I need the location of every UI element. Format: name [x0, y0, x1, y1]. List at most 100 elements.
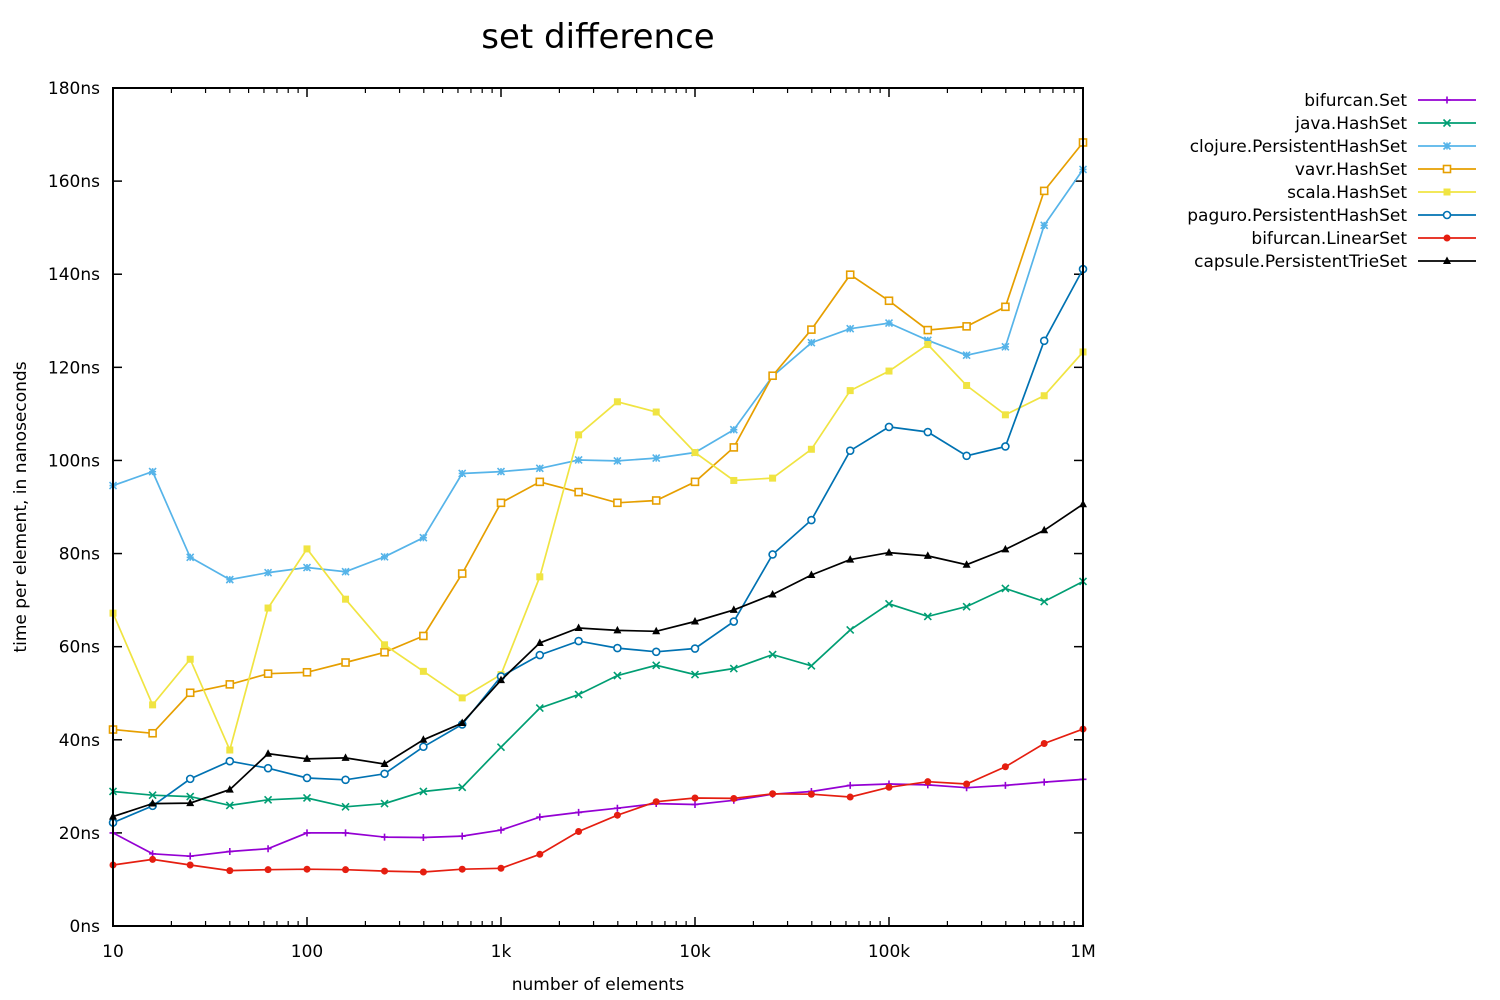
data-point — [1001, 781, 1009, 789]
data-point — [536, 850, 544, 858]
data-point — [185, 688, 195, 698]
data-point — [1039, 186, 1049, 196]
series-clojure-persistenthashset — [108, 165, 1088, 584]
data-point — [341, 658, 350, 667]
legend: bifurcan.Set java.HashSet clojure.Persiste… — [1187, 91, 1476, 272]
series-line-capsule-persistenttrieset — [112, 503, 1084, 818]
data-point — [846, 324, 855, 333]
y-tick-label: 40ns — [59, 731, 100, 751]
data-point — [690, 477, 700, 487]
legend-label: paguro.PersistentHashSet — [1187, 206, 1407, 226]
data-point — [535, 704, 544, 713]
data-point — [302, 773, 312, 783]
data-point — [380, 647, 389, 657]
data-point — [1001, 442, 1010, 451]
data-point — [807, 661, 816, 670]
data-point — [574, 690, 583, 699]
data-point — [263, 763, 273, 773]
data-point — [303, 545, 311, 553]
data-point — [729, 605, 738, 613]
data-point — [1001, 302, 1010, 312]
data-point — [341, 802, 350, 811]
x-tick-label: 10 — [102, 942, 124, 962]
series-paguro-persistenthashset — [108, 264, 1088, 827]
data-point — [380, 799, 389, 808]
legend-item-bifurcan-linearset: bifurcan.LinearSet — [1251, 229, 1476, 249]
x-tick-label: 10k — [679, 942, 711, 962]
series-bifurcan-linearset — [109, 725, 1087, 876]
x-tick-label: 100k — [868, 942, 910, 962]
legend-swatch-marker — [1443, 188, 1451, 196]
data-point — [419, 533, 428, 542]
data-point — [768, 371, 777, 381]
legend-swatch-marker — [1442, 141, 1452, 151]
data-point — [690, 670, 700, 679]
y-tick-label: 120ns — [48, 358, 100, 378]
data-point — [226, 867, 234, 875]
data-point — [458, 865, 466, 873]
data-point — [303, 865, 311, 873]
data-point — [419, 868, 427, 876]
data-point — [381, 867, 389, 875]
data-point — [962, 602, 971, 611]
data-point — [923, 427, 933, 437]
data-point — [458, 718, 467, 727]
data-point — [1040, 740, 1048, 748]
data-point — [419, 735, 428, 743]
y-tick-label: 60ns — [59, 638, 100, 658]
data-point — [341, 567, 350, 576]
data-point — [342, 829, 350, 837]
data-point — [497, 826, 505, 834]
data-point — [1039, 336, 1049, 346]
legend-swatch-marker — [1442, 210, 1452, 220]
data-point — [225, 801, 234, 810]
data-point — [186, 852, 194, 860]
data-point — [148, 799, 157, 807]
data-point — [613, 625, 622, 634]
data-point — [729, 425, 738, 434]
series-capsule-persistenttrieset — [109, 499, 1087, 820]
data-point — [1001, 342, 1010, 351]
series-line-bifurcan-set — [112, 778, 1084, 858]
legend-item-java-hashset: java.HashSet — [1294, 114, 1476, 134]
data-point — [885, 367, 893, 375]
data-point — [807, 338, 816, 347]
legend-item-paguro-persistenthashset: paguro.PersistentHashSet — [1187, 206, 1476, 226]
data-point — [807, 570, 816, 578]
data-point — [652, 798, 660, 806]
data-point — [730, 794, 738, 802]
data-point — [652, 408, 660, 416]
data-point — [1001, 411, 1009, 419]
plot-frame — [112, 87, 1084, 927]
y-tick-label: 160ns — [48, 172, 100, 192]
data-point — [729, 443, 739, 452]
data-point — [264, 795, 273, 804]
data-point — [1040, 778, 1048, 786]
legend-item-capsule-persistenttrieset: capsule.PersistentTrieSet — [1194, 252, 1476, 272]
data-point — [303, 754, 311, 762]
data-point — [575, 431, 583, 439]
data-point — [690, 644, 700, 653]
data-point — [846, 625, 855, 634]
y-tick-label: 140ns — [48, 265, 100, 285]
data-point — [226, 848, 234, 856]
x-axis-label: number of elements — [512, 975, 685, 995]
data-point — [613, 804, 621, 812]
data-point — [148, 791, 157, 800]
data-point — [497, 864, 505, 872]
data-point — [962, 560, 971, 568]
data-point — [575, 827, 583, 835]
legend-label: scala.HashSet — [1287, 183, 1407, 203]
data-point — [458, 783, 467, 792]
data-point — [303, 829, 311, 837]
y-axis-label: time per element, in nanoseconds — [11, 361, 31, 652]
data-point — [496, 498, 506, 508]
series-java-hashset — [108, 577, 1088, 811]
series-bifurcan-set — [109, 775, 1087, 860]
data-point — [962, 351, 971, 360]
data-point — [535, 650, 545, 660]
data-point — [1040, 221, 1049, 230]
data-point — [148, 728, 157, 738]
data-point — [380, 759, 389, 767]
